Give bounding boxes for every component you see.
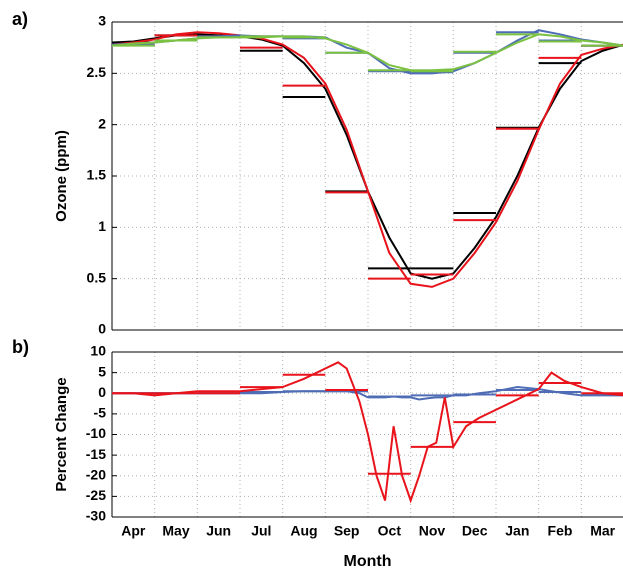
x-tick-label: Oct	[378, 523, 402, 539]
y-axis-title: Percent Change	[53, 377, 70, 491]
x-tick-label: Jan	[505, 523, 529, 539]
y-tick-label: 0	[98, 321, 106, 337]
y-tick-label: -25	[86, 487, 106, 503]
x-tick-label: Jun	[206, 523, 231, 539]
panel-label: b)	[12, 337, 29, 357]
x-tick-label: Nov	[419, 523, 446, 539]
y-tick-label: 0.5	[87, 269, 107, 285]
x-axis-title: Month	[344, 553, 392, 570]
y-tick-label: 3	[98, 13, 106, 29]
x-tick-label: May	[162, 523, 189, 539]
y-axis-title: Ozone (ppm)	[53, 130, 70, 222]
y-tick-label: -15	[86, 446, 106, 462]
panel-label: a)	[12, 9, 28, 29]
y-tick-label: 1.5	[87, 167, 107, 183]
x-tick-label: Mar	[590, 523, 615, 539]
x-tick-label: Dec	[462, 523, 488, 539]
x-tick-label: Feb	[548, 523, 573, 539]
x-tick-label: Apr	[121, 523, 146, 539]
y-tick-label: 2	[98, 115, 106, 131]
x-tick-label: Jul	[251, 523, 271, 539]
y-tick-label: 1	[98, 218, 106, 234]
y-tick-label: -10	[86, 425, 106, 441]
y-tick-label: -30	[86, 508, 106, 524]
y-tick-label: -5	[94, 405, 107, 421]
x-tick-label: Sep	[334, 523, 360, 539]
y-tick-label: 10	[90, 343, 106, 359]
y-tick-label: 5	[98, 363, 106, 379]
y-tick-label: 2.5	[87, 64, 107, 80]
x-tick-label: Aug	[290, 523, 317, 539]
y-tick-label: -20	[86, 466, 106, 482]
series-line	[111, 31, 623, 288]
y-tick-label: 0	[98, 384, 106, 400]
